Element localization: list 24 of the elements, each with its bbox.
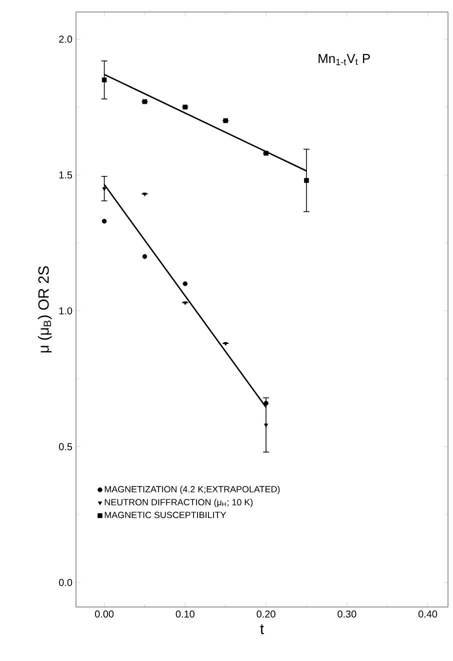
y-tick-label: 0.5 [59,443,72,450]
x-tick-label: 0.10 [176,610,194,618]
y-tick-label: 1.0 [59,307,72,314]
x-axis-title: t [260,624,264,634]
point [182,281,188,286]
legend-label: MAGNETIC SUSCEPTIBILITY [104,512,226,518]
x-tick-label: 0.40 [418,610,438,618]
legend-label: MAGNETIZATION (4.2 K;EXTRAPOLATED) [104,486,280,494]
x-tick-label: 0.30 [338,610,356,618]
annotation: Mn$_{1-t}$V$_{t}$ P [318,54,370,66]
point [304,178,309,183]
x-tick-label: 0.00 [95,610,114,618]
legend-label: NEUTRON DIFFRACTION (μ$_{H}$; 10 K) [104,498,253,508]
point [264,424,268,428]
y-tick-label: 1.5 [59,172,72,178]
y-tick-label: 0.0 [59,579,72,586]
point [102,187,106,191]
y-axis-title: μ (μ$_{B}$) OR 2S [38,266,52,352]
point [102,218,107,224]
point [102,78,107,82]
point [264,400,268,406]
point [142,254,148,259]
x-tick-label: 0.20 [256,610,276,618]
y-tick-label: 2.0 [59,36,72,43]
